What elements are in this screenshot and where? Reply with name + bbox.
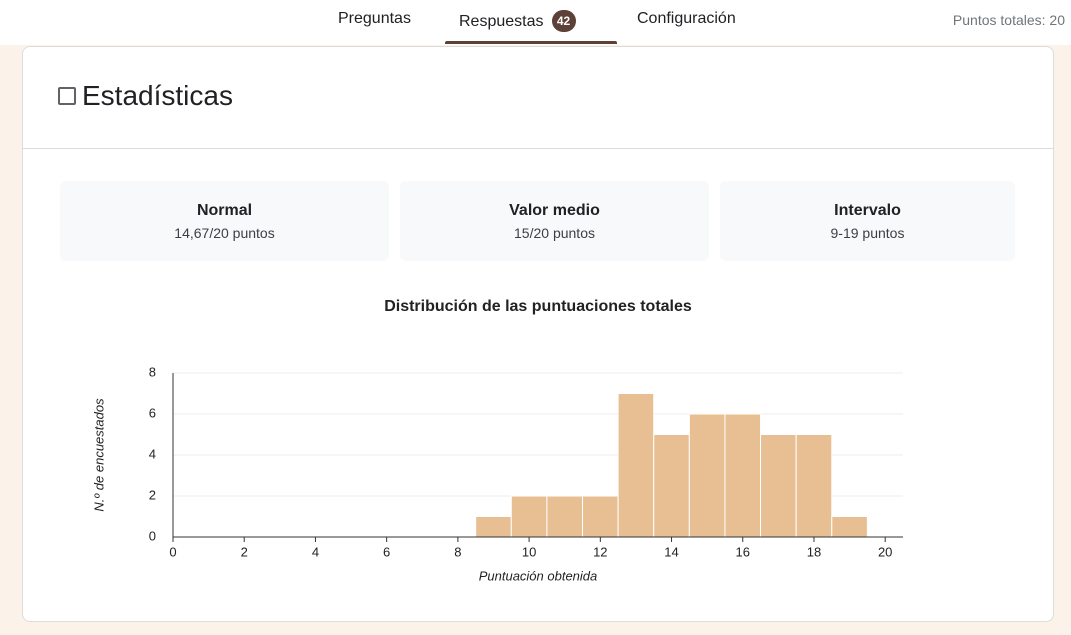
bar [546,495,584,538]
bar [582,495,619,538]
stat-card: Valor medio 15/20 puntos [400,181,709,261]
stat-value: 9-19 puntos [830,225,905,241]
x-tick-label: 6 [383,544,390,559]
stat-label: Normal [196,202,253,219]
tab[interactable]: Preguntas [338,10,411,27]
y-tick-label: 2 [149,487,156,502]
chart-title: Distribución de las puntuaciones totales [384,298,692,315]
x-tick-label: 14 [664,544,678,559]
badge: 42 [551,10,576,32]
x-tick-label: 16 [736,544,750,559]
tab-label: Respuestas [459,13,544,30]
bar [760,434,797,538]
y-axis-label: N.º de encuestados [91,398,106,512]
x-tick-label: 0 [169,544,176,559]
stat-value: 14,67/20 puntos [174,225,275,241]
bar [724,413,762,538]
x-tick-label: 2 [241,544,248,559]
stat-value: 15/20 puntos [514,225,595,241]
stat-card: Normal 14,67/20 puntos [60,181,389,261]
bar [688,413,726,538]
bar [831,516,868,538]
stat-label: Valor medio [509,202,600,219]
x-tick-label: 18 [807,544,821,559]
x-tick-label: 4 [312,544,319,559]
bar [510,495,548,538]
tab-indicator [445,41,617,44]
bar [475,516,512,538]
stat-card: Intervalo 9-19 puntos [720,181,1015,261]
total-points: Puntos totales: 20 [952,12,1065,28]
x-tick-label: 20 [878,544,892,559]
stat-label: Intervalo [834,202,901,219]
y-tick-label: 8 [149,364,156,379]
divider [23,148,1053,149]
x-axis-label: Puntuación obtenida [479,568,598,583]
tab[interactable]: Configuración [637,10,736,27]
bar [617,393,655,538]
top-bar: Preguntas Respuestas 42 Configuración Pun… [0,0,1071,45]
chart: Distribución de las puntuaciones totales… [91,298,903,583]
tab[interactable]: Respuestas 42 [459,10,576,32]
bar [653,434,690,538]
y-tick-label: 0 [149,528,156,543]
x-tick-label: 8 [454,544,461,559]
stats-icon [58,87,76,105]
y-tick-label: 4 [149,446,156,461]
y-tick-label: 6 [149,405,156,420]
bar [795,434,833,538]
x-tick-label: 10 [522,544,536,559]
section-title: Estadísticas [82,80,233,111]
x-tick-label: 12 [593,544,607,559]
